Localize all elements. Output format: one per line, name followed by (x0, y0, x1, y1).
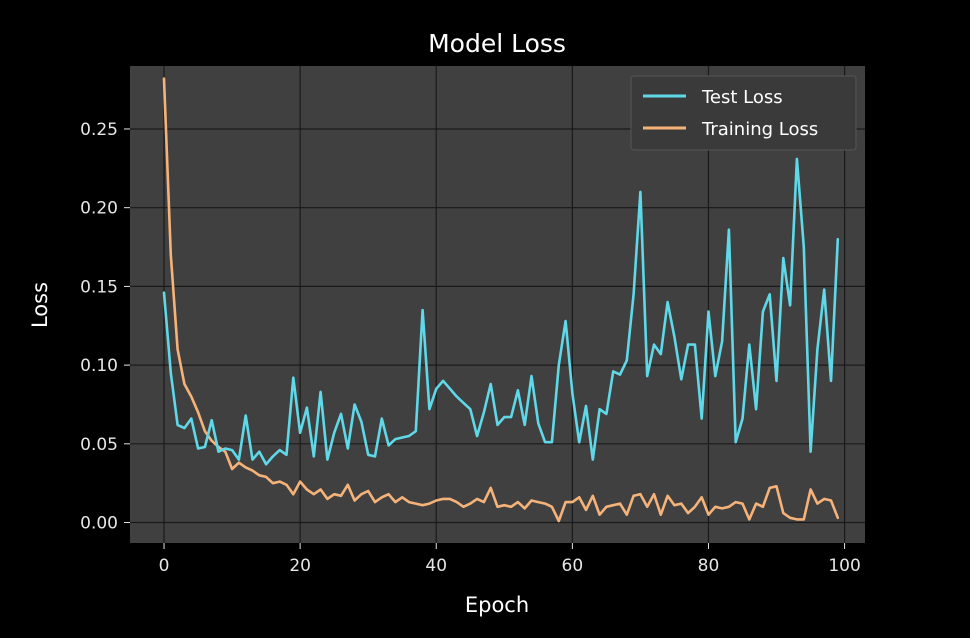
y-axis-label: Loss (28, 282, 52, 328)
x-tick-label: 80 (698, 556, 720, 576)
y-tick-label: 0.00 (80, 514, 118, 534)
y-tick-label: 0.15 (80, 277, 118, 297)
x-tick-label: 0 (159, 556, 170, 576)
x-tick-label: 40 (425, 556, 447, 576)
legend-box (630, 75, 857, 151)
chart-title: Model Loss (428, 29, 566, 58)
y-tick-label: 0.10 (80, 356, 118, 376)
legend-label-test-loss: Test Loss (701, 87, 783, 108)
x-axis-label: Epoch (465, 593, 529, 617)
y-tick-label: 0.25 (80, 120, 118, 140)
x-tick-label: 60 (562, 556, 584, 576)
series-layer (162, 77, 840, 523)
series-line-training-loss (162, 77, 840, 523)
legend: Test Loss Training Loss (630, 75, 857, 151)
y-tick-label: 0.20 (80, 199, 118, 219)
y-tick-label: 0.05 (80, 435, 118, 455)
series-line-test-loss (162, 157, 840, 466)
x-tick-label: 100 (828, 556, 860, 576)
legend-label-training-loss: Training Loss (701, 119, 818, 140)
x-tick-label: 20 (289, 556, 311, 576)
ticks: 0 20 40 60 80 100 0.00 0.05 0.10 0.15 0.20 0.25 (80, 120, 861, 576)
